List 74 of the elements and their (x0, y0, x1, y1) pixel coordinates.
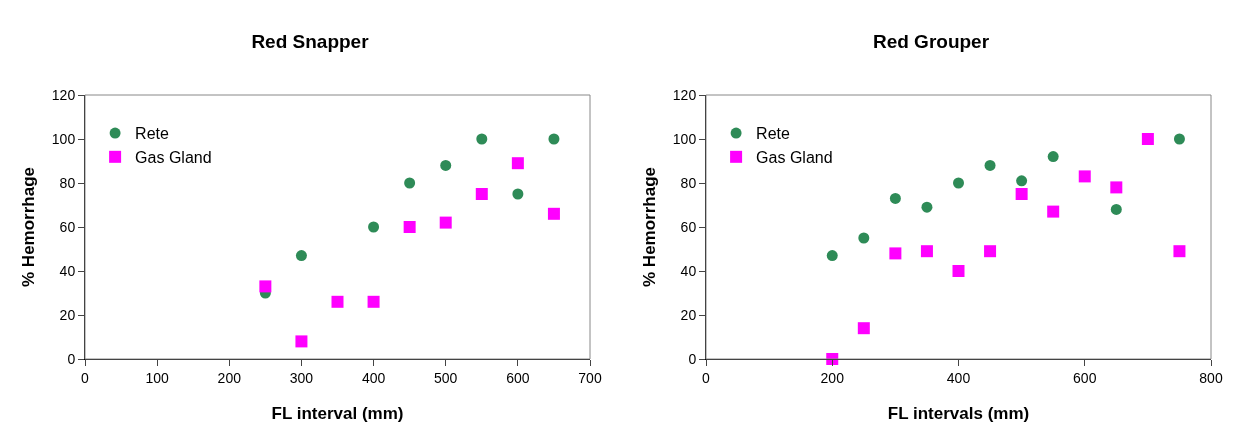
x-tick-label: 0 (81, 369, 90, 386)
y-tick-label: 100 (51, 130, 76, 147)
point (1173, 245, 1186, 258)
point (295, 335, 308, 348)
y-tick-label: 0 (67, 350, 76, 367)
y-tick-label: 80 (680, 174, 697, 191)
x-tick-label: 700 (578, 369, 602, 386)
point (475, 188, 488, 200)
point (439, 216, 452, 229)
y-tick-label: 20 (59, 306, 76, 323)
x-tick-label: 200 (820, 369, 845, 386)
point (331, 295, 344, 308)
point (1173, 133, 1185, 145)
y-tick-label: 0 (688, 350, 697, 367)
y-tick-label: 20 (680, 306, 697, 323)
point (826, 250, 838, 262)
point (1015, 188, 1028, 200)
x-tick-label: 600 (506, 369, 530, 386)
y-tick-label: 100 (672, 130, 697, 147)
x-tick-label: 100 (145, 369, 170, 386)
chart-title: Red Snapper (251, 31, 370, 53)
chart-title: Red Grouper (872, 31, 990, 53)
legend-label: Rete (756, 125, 790, 143)
point (1047, 205, 1060, 218)
y-axis-title: % Hemorrhage (19, 167, 39, 287)
x-tick-label: 0 (702, 369, 711, 386)
point (548, 133, 560, 145)
point (858, 232, 870, 244)
point (857, 322, 870, 335)
point (1141, 133, 1154, 145)
x-tick-label: 400 (361, 369, 386, 386)
y-tick-label: 120 (51, 86, 76, 103)
y-tick-label: 80 (59, 174, 76, 191)
point (259, 280, 272, 293)
y-tick-label: 120 (672, 86, 697, 103)
x-tick-label: 600 (1073, 369, 1097, 386)
point (440, 159, 452, 171)
point (547, 207, 560, 220)
point (984, 245, 997, 258)
point (1110, 203, 1122, 215)
point (403, 221, 416, 233)
x-tick-label: 200 (217, 369, 242, 386)
x-axis-title: FL interval (mm) (271, 404, 404, 424)
legend-label: Gas Gland (756, 149, 833, 167)
point (1110, 181, 1123, 194)
point (404, 177, 416, 189)
point (1016, 175, 1028, 187)
legend-label: Gas Gland (135, 149, 212, 167)
y-tick-label: 60 (59, 218, 76, 235)
point (511, 157, 524, 170)
x-axis-title: FL intervals (mm) (887, 404, 1030, 424)
point (512, 188, 524, 200)
point (476, 133, 488, 145)
point (1047, 151, 1059, 163)
x-tick-label: 400 (946, 369, 971, 386)
point (953, 177, 964, 189)
point (952, 265, 965, 277)
point (889, 247, 902, 260)
point (1078, 170, 1091, 183)
x-tick-label: 300 (289, 369, 314, 386)
x-tick-label: 500 (434, 369, 458, 386)
x-tick-label: 800 (1199, 369, 1223, 386)
point (921, 201, 933, 213)
y-axis-title: % Hemorrhage (640, 167, 660, 287)
point (984, 159, 996, 171)
y-tick-label: 40 (680, 262, 697, 279)
point (920, 245, 933, 258)
point (295, 250, 307, 262)
point (367, 295, 380, 308)
point (368, 221, 380, 233)
y-tick-label: 40 (59, 262, 76, 279)
legend-label: Rete (135, 125, 169, 143)
point (889, 192, 901, 204)
y-tick-label: 60 (680, 218, 697, 235)
